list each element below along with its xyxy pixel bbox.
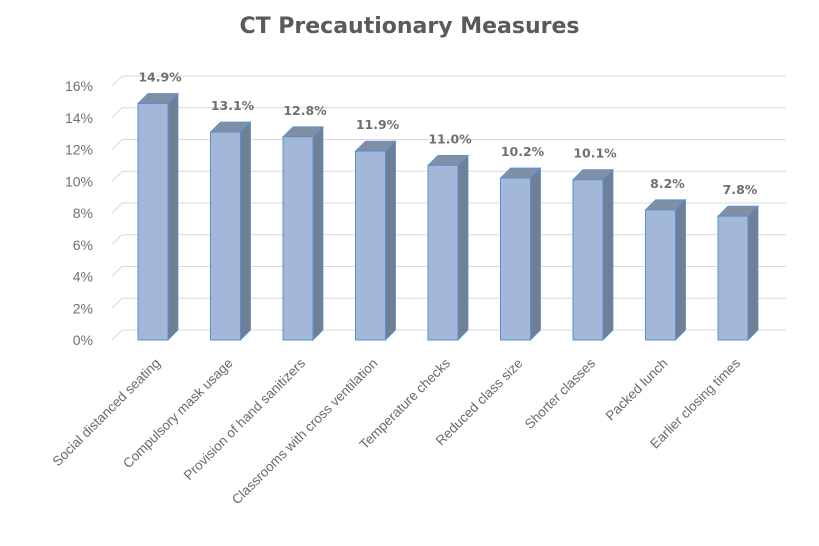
grid-diagonal [111,139,123,150]
bar-side [312,125,324,341]
bar [572,168,614,341]
data-label: 14.9% [138,69,182,84]
bar-front [282,136,314,341]
category-label: Provision of hand sanitizers [181,355,309,483]
grid-diagonal [111,202,123,214]
y-tick-label: 2% [73,300,93,316]
bar-side [457,154,469,341]
data-label: 8.2% [650,176,685,191]
bar [717,205,759,341]
bar [427,154,469,341]
y-tick-label: 12% [65,142,93,158]
data-label: 11.9% [356,117,400,132]
grid-diagonal [111,170,123,182]
y-tick-label: 10% [65,173,93,189]
y-axis-ticks: 0% 2% 4% 6% 8% 10% 12% 14% 16% [65,78,93,348]
chart-title: CT Precautionary Measures [239,14,580,39]
bar [209,121,252,341]
bars [137,92,759,341]
data-label: 7.8% [723,182,758,197]
y-tick-label: 0% [73,332,93,348]
y-tick-label: 14% [65,110,93,126]
bar [499,167,542,341]
y-tick-label: 16% [65,78,93,94]
bar-side [747,205,759,341]
bar [282,125,324,341]
bar-front [355,150,386,341]
bar-side [675,198,686,341]
y-tick-label: 6% [73,237,93,253]
data-label: 10.2% [501,144,545,159]
y-tick-label: 4% [73,269,93,285]
data-labels: 14.9% 13.1% 12.8% 11.9% 11.0% 10.2% 10.1% 8.2% 7… [138,69,757,197]
data-label: 12.8% [283,103,327,118]
bar-side [530,167,541,341]
grid-diagonal [111,75,123,87]
bar-front [500,177,531,341]
bar-side [167,92,179,341]
y-tick-label: 8% [73,205,93,221]
bar-front [645,209,676,341]
bar [354,140,397,341]
data-label: 11.0% [428,131,472,146]
bar [644,198,687,341]
bar-front [427,164,459,341]
bar-front [210,131,241,341]
bar-side [602,168,614,341]
category-label: Classrooms with cross ventilation [229,356,381,508]
bar-front [137,102,169,341]
grid-diagonal [111,234,123,246]
grid-diagonal [111,329,123,341]
bar [137,92,179,341]
category-label: Shorter classes [522,355,599,432]
bar-front [717,215,749,341]
data-label: 13.1% [211,98,255,113]
bar-side [385,140,396,341]
grid-diagonal [111,297,123,309]
category-label: Packed lunch [603,356,671,424]
grid-diagonal [111,107,123,119]
bar-front [572,179,604,341]
grid-diagonal [111,266,123,277]
data-label: 10.1% [573,146,617,161]
bar-side [240,121,251,341]
